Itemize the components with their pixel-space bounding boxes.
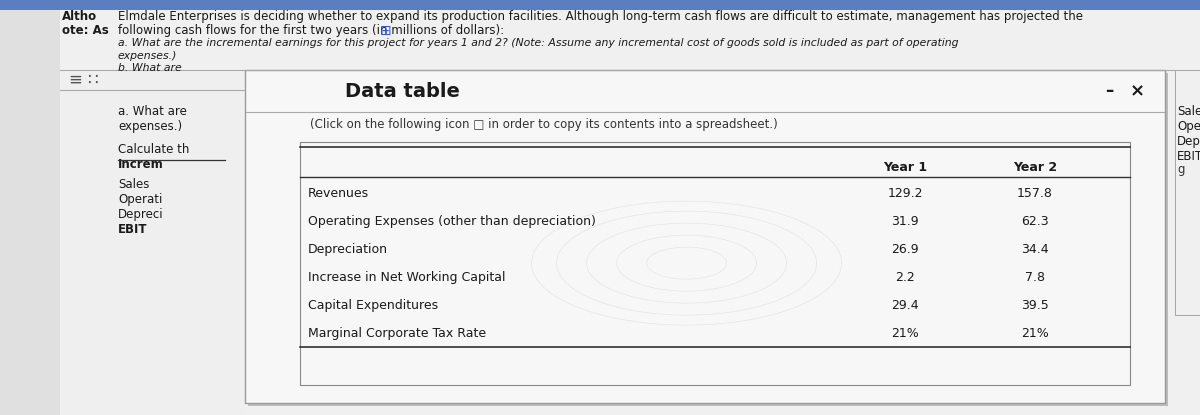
Text: Marginal Corporate Tax Rate: Marginal Corporate Tax Rate [308,327,486,340]
Text: EBIT: EBIT [1177,150,1200,163]
Text: 2.2: 2.2 [895,271,914,284]
Text: expenses.): expenses.) [118,120,182,133]
Text: 39.5: 39.5 [1021,299,1049,312]
FancyBboxPatch shape [0,0,1200,10]
Text: following cash flows for the first two years (in millions of dollars):: following cash flows for the first two y… [118,24,504,37]
Text: 31.9: 31.9 [892,215,919,228]
Text: Operati: Operati [1177,120,1200,133]
Text: Operating Expenses (other than depreciation): Operating Expenses (other than depreciat… [308,215,596,228]
Text: Increase in Net Working Capital: Increase in Net Working Capital [308,271,505,284]
FancyBboxPatch shape [1175,70,1200,315]
Text: 157.8: 157.8 [1018,187,1052,200]
Text: –: – [1105,82,1114,100]
Text: 129.2: 129.2 [887,187,923,200]
Text: (Click on the following icon □ in order to copy its contents into a spreadsheet.: (Click on the following icon □ in order … [310,118,778,131]
Text: ×: × [1130,82,1145,100]
Text: Depreci: Depreci [1177,135,1200,148]
Text: 62.3: 62.3 [1021,215,1049,228]
Text: a. What are: a. What are [118,105,187,118]
Text: Sales: Sales [1177,105,1200,118]
FancyBboxPatch shape [0,10,60,415]
Text: b. What are: b. What are [118,63,181,73]
FancyBboxPatch shape [245,70,1165,403]
Text: ≡: ≡ [68,71,82,89]
Text: 21%: 21% [1021,327,1049,340]
Text: 26.9: 26.9 [892,243,919,256]
Text: 21%: 21% [892,327,919,340]
FancyBboxPatch shape [248,73,1168,406]
Text: ∷: ∷ [88,71,98,89]
Text: Operati: Operati [118,193,162,206]
Text: ⊞: ⊞ [380,24,391,38]
Text: Calculate th: Calculate th [118,143,190,156]
Text: 7.8: 7.8 [1025,271,1045,284]
Text: 34.4: 34.4 [1021,243,1049,256]
Text: ote: As: ote: As [62,24,109,37]
FancyBboxPatch shape [60,70,245,415]
Text: Depreci: Depreci [118,208,163,221]
Text: EBIT: EBIT [118,223,148,236]
Text: Depreciation: Depreciation [308,243,388,256]
Text: Data table: Data table [346,82,460,101]
Text: a. What are the incremental earnings for this project for years 1 and 2? (Note: : a. What are the incremental earnings for… [118,38,959,48]
Text: Year 1: Year 1 [883,161,928,174]
Text: expenses.): expenses.) [118,51,178,61]
Text: Elmdale Enterprises is deciding whether to expand its production facilities. Alt: Elmdale Enterprises is deciding whether … [118,10,1084,23]
Text: 29.4: 29.4 [892,299,919,312]
FancyBboxPatch shape [60,0,1200,415]
Text: Sales: Sales [118,178,149,191]
Text: Capital Expenditures: Capital Expenditures [308,299,438,312]
Text: Revenues: Revenues [308,187,370,200]
Text: Increm: Increm [118,158,163,171]
Text: Altho: Altho [62,10,97,23]
Text: g: g [1177,163,1184,176]
Text: Year 2: Year 2 [1013,161,1057,174]
